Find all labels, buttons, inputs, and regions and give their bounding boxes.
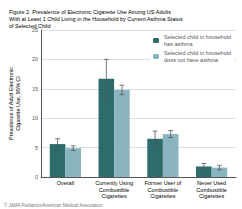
svg-text:Combustible: Combustible [148, 187, 179, 193]
svg-text:© JAMA Pediatrics/American Med: © JAMA Pediatrics/American Medical Assoc… [4, 202, 103, 208]
svg-text:has asthma: has asthma [164, 41, 193, 47]
svg-text:Prevalence of Adult Electronic: Prevalence of Adult Electronic [8, 67, 14, 140]
svg-text:Cigarettes: Cigarettes [102, 193, 127, 199]
svg-text:20: 20 [32, 56, 38, 62]
svg-text:Figure 2. Prevalence of Electr: Figure 2. Prevalence of Electronic Cigar… [9, 9, 171, 15]
svg-text:10: 10 [32, 115, 38, 121]
svg-text:15: 15 [32, 86, 38, 92]
svg-text:Combustible: Combustible [196, 187, 227, 193]
svg-text:Overall: Overall [57, 180, 74, 186]
svg-text:Selected child in household: Selected child in household [164, 34, 231, 40]
svg-text:Cigarette Use, 95% CI: Cigarette Use, 95% CI [15, 76, 21, 131]
svg-text:5: 5 [35, 145, 38, 151]
svg-text:does not have asthma: does not have asthma [164, 57, 219, 63]
svg-text:Never Used: Never Used [197, 180, 226, 186]
svg-text:25: 25 [31, 27, 38, 33]
svg-text:Cigarettes: Cigarettes [199, 193, 224, 199]
svg-text:Cigarettes: Cigarettes [150, 193, 175, 199]
svg-text:of Selected Child: of Selected Child [9, 23, 51, 29]
svg-text:0: 0 [35, 174, 38, 180]
svg-text:Combustible: Combustible [99, 187, 130, 193]
svg-text:Currently Using: Currently Using [95, 180, 133, 186]
svg-text:With at Least 1 Child Living i: With at Least 1 Child Living in the Hous… [9, 16, 183, 22]
svg-text:Selected child in household: Selected child in household [164, 50, 231, 56]
svg-text:Former User of: Former User of [144, 180, 181, 186]
